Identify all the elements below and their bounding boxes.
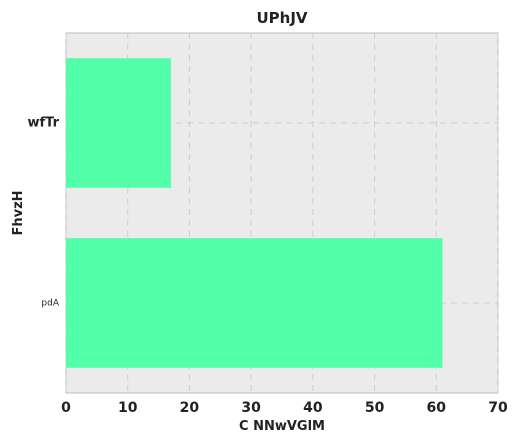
x-tick-label: 60 [427,400,447,416]
x-tick-label: 10 [118,400,138,416]
x-tick-label: 40 [303,400,323,416]
y-axis-label: FhvzH [11,190,26,235]
y-tick-label: pdA [41,299,59,309]
x-tick-labels: 0 10 20 30 40 50 60 70 [61,400,508,416]
x-tick-label: 50 [365,400,385,416]
y-tick-label: wfTr [27,116,59,131]
chart-title: UPhJV [256,9,307,27]
x-tick-label: 20 [180,400,200,416]
x-tick-label: 30 [241,400,261,416]
bar-wfTr [66,58,171,188]
x-tick-label: 0 [61,400,71,416]
x-tick-label: 70 [488,400,508,416]
bar-pdA [66,238,442,368]
x-axis-label: C NNwVGlM [239,419,325,434]
y-tick-labels: wfTr pdA [27,116,59,309]
